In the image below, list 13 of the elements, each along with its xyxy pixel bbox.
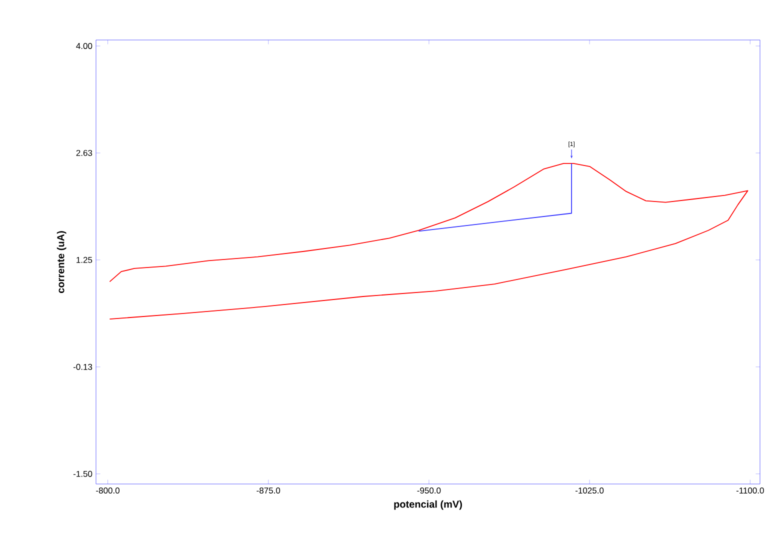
x-tick-label: -950.0 [417,488,441,494]
line-series [109,163,748,320]
y-tick-label: 2.63 [76,150,92,156]
x-tick-label: -875.0 [256,488,280,494]
x-tick-label: -1025.0 [576,488,604,494]
y-tick-label: -1.50 [73,470,92,477]
y-axis-title: corrente (uA) [56,231,66,293]
x-tick-label: -800.0 [96,488,120,494]
x-axis-title: potencial (mV) [394,500,462,510]
y-tick-label: -0.13 [73,364,92,370]
x-tick-label: -1100.0 [736,488,764,494]
y-tick-label: 4.00 [76,42,92,49]
y-tick-label: 1.25 [76,256,92,263]
